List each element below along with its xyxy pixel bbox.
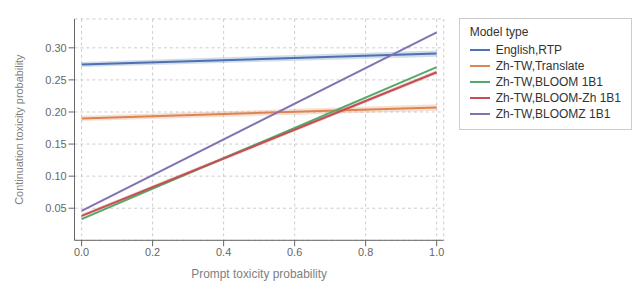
svg-text:0.8: 0.8: [358, 246, 373, 258]
html-text:Model type: Model type: [469, 25, 529, 39]
svg-text:0.6: 0.6: [287, 246, 302, 258]
svg-text:0.2: 0.2: [145, 246, 160, 258]
svg-text:0.4: 0.4: [216, 246, 231, 258]
html-text:Zh-TW,BLOOMZ 1B1: Zh-TW,BLOOMZ 1B1: [495, 107, 611, 121]
svg-text:0.15: 0.15: [45, 138, 66, 150]
svg-text:0.0: 0.0: [74, 246, 89, 258]
svg-text:0.10: 0.10: [45, 170, 66, 182]
html-text:Zh-TW,BLOOM 1B1: Zh-TW,BLOOM 1B1: [495, 75, 603, 89]
svg-text:0.20: 0.20: [45, 106, 66, 118]
svg-text:Continuation toxicity probabil: Continuation toxicity probability: [13, 54, 25, 205]
svg-text:0.30: 0.30: [45, 42, 66, 54]
svg-text:0.25: 0.25: [45, 74, 66, 86]
svg-text:0.05: 0.05: [45, 202, 66, 214]
svg-text:Prompt toxicity probability: Prompt toxicity probability: [191, 267, 327, 281]
html-text:Zh-TW,Translate: Zh-TW,Translate: [495, 59, 585, 73]
html-text:Zh-TW,BLOOM-Zh 1B1: Zh-TW,BLOOM-Zh 1B1: [495, 91, 621, 105]
html-text:English,RTP: English,RTP: [495, 43, 563, 57]
svg-text:1.0: 1.0: [429, 246, 444, 258]
